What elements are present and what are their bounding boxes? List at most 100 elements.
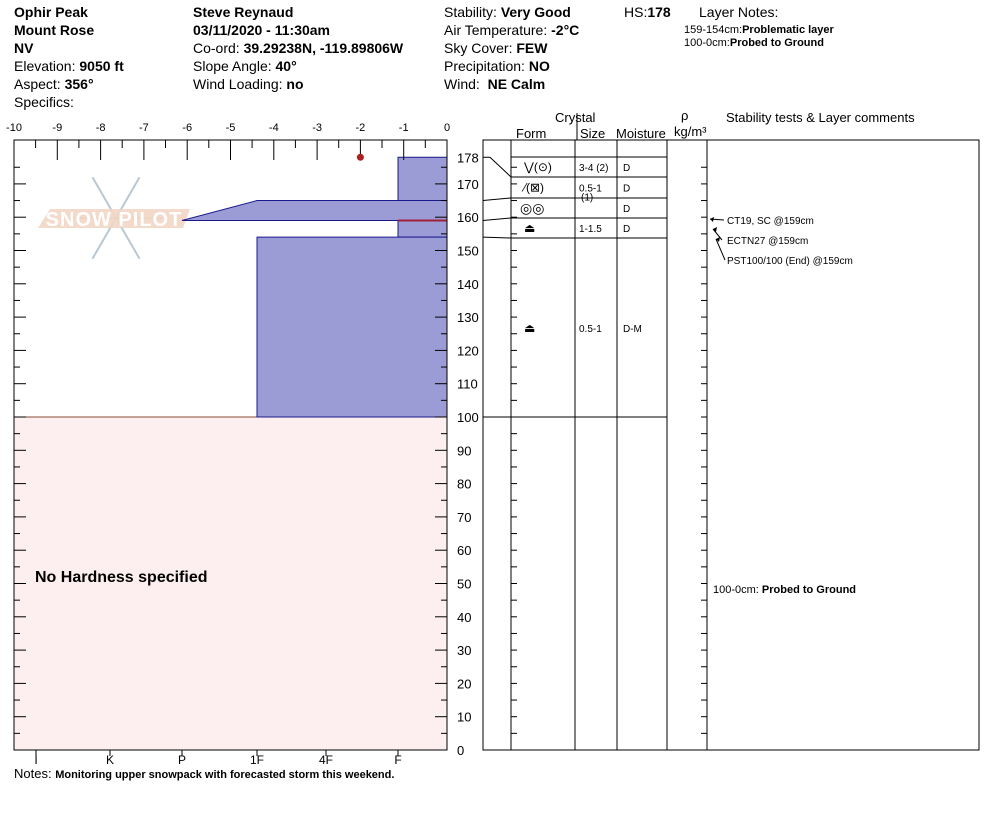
height-tick-label: 50 [457,577,471,592]
layer-note: 100-0cm:Probed to Ground [684,37,824,49]
connector [482,236,512,239]
crystal-form: ⏏ [524,221,535,235]
no-hardness-text: No Hardness specified [35,569,208,586]
height-tick-label: 0 [457,743,464,758]
temp-tick-label: -4 [269,122,279,134]
test-arrow [712,228,723,241]
height-tick-label: 80 [457,477,471,492]
table-frame [482,139,980,751]
wind: Wind: NE Calm [444,76,546,92]
height-tick-label: 170 [457,177,479,192]
temp-tick-label: -3 [312,122,322,134]
height-tick-label: 60 [457,543,471,558]
crystal-size: 1-1.5 [579,224,602,235]
stability-test: ECTN27 @159cm [727,236,808,247]
hardness-tick-label: P [178,753,186,767]
moisture: D [623,184,630,195]
logo-text: SNOW PILOT [46,209,183,231]
temp-tick-label: 0 [444,122,450,134]
precipitation: Precipitation: NO [444,58,550,74]
hardness-tick-label: 4F [319,753,333,767]
height-tick-label: 30 [457,643,471,658]
datetime: 03/11/2020 - 11:30am [193,22,331,38]
height-tick-label: 120 [457,343,479,358]
hardness-tick-label: F [394,753,401,767]
temp-tick-label: -1 [399,122,409,134]
hardness-tick-label: K [106,753,114,767]
slope: Slope Angle: 40° [193,58,297,74]
hardness-layer [256,236,448,418]
header-rho: ρ [681,108,689,123]
hardness-tick-label: I [34,753,37,767]
wind-loading: Wind Loading: no [193,76,304,92]
crystal-size-sub: (1) [581,193,593,204]
height-tick-label: 140 [457,277,479,292]
height-tick-label: 70 [457,510,471,525]
location: Ophir Peak [14,4,88,20]
test-arrow [715,238,726,261]
header-form: Form [516,126,547,141]
arrow-head [713,227,717,232]
range: Mount Rose [14,22,95,38]
crystal-form: ⋁(⊙) [523,160,552,174]
moisture: D [623,224,630,235]
logo-banner [38,209,190,228]
header-moisture: Moisture [616,126,666,141]
header-crystal: Crystal [555,110,596,125]
coord: Co-ord: 39.29238N, -119.89806W [193,40,404,56]
crystal-size: 3-4 (2) [579,163,608,174]
height-tick-label: 110 [457,377,478,392]
elevation: Elevation: 9050 ft [14,58,124,74]
no-hardness-region [14,417,447,750]
moisture: D [623,204,630,215]
height-tick-label: 150 [457,244,479,259]
crystal-size: 0.5-1 [579,184,602,195]
temp-tick-label: -10 [6,122,22,134]
connector [482,197,512,202]
crystal-form: ⏏ [524,321,535,335]
observer: Steve Reynaud [193,4,294,20]
temperature-point [356,153,364,161]
arrow-head [710,217,714,222]
hardness-layer [397,156,448,202]
height-tick-label: 178 [457,150,479,165]
header-comments: Stability tests & Layer comments [726,110,915,125]
height-tick-label: 160 [457,210,479,225]
specifics: Specifics: [14,94,74,110]
arrow-head [716,237,720,242]
crystal-form: ⁄(⊠) [521,181,544,195]
temp-tick-label: -8 [96,122,106,134]
header-size: Size [580,126,606,141]
temp-tick-label: -5 [226,122,236,134]
temp-tick-label: -2 [356,122,366,134]
height-tick-label: 130 [457,310,479,325]
header-density: kg/m³ [674,124,707,139]
moisture: D-M [623,324,642,335]
layer-notes-label: Layer Notes: [699,4,779,20]
hardness-tick-label: 1F [250,753,264,767]
layer-note: 159-154cm:Problematic layer [684,24,834,36]
stability: Stability: Very Good [444,4,571,20]
height-tick-label: 100 [457,410,479,425]
air-temp: Air Temperature: -2°C [444,22,580,38]
crystal-form: ◎◎ [520,200,544,216]
notes: Notes: Monitoring upper snowpack with fo… [14,766,395,781]
sky-cover: Sky Cover: FEW [444,40,548,56]
stability-test: CT19, SC @159cm [727,216,814,227]
height-tick-label: 90 [457,443,471,458]
connector [489,156,512,178]
state: NV [14,40,34,56]
aspect: Aspect: 356° [14,76,94,92]
moisture: D [623,163,630,174]
hardness-layer [181,200,448,222]
height-tick-label: 10 [457,710,471,725]
bottom-note: 100-0cm: Probed to Ground [713,584,856,596]
temp-tick-label: -6 [182,122,192,134]
temp-tick-label: -7 [139,122,149,134]
stability-test: PST100/100 (End) @159cm [727,256,853,267]
height-tick-label: 20 [457,676,471,691]
temp-tick-label: -9 [52,122,62,134]
hs: HS:178 [624,4,671,20]
